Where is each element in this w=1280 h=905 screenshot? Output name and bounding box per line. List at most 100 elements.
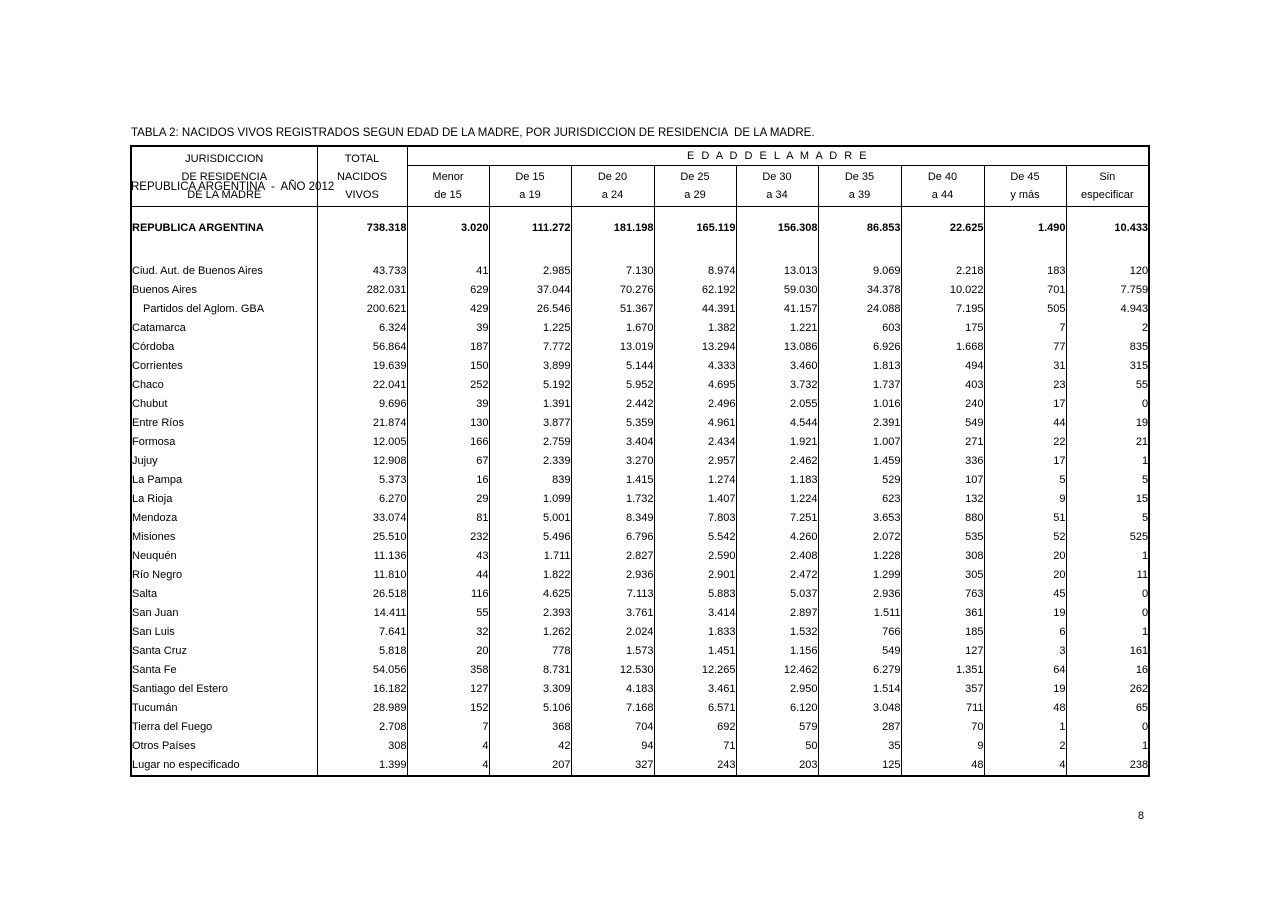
total-births-cell: 2.708 — [317, 718, 408, 737]
table-row: Tierra del Fuego 2.708 7 368 704 692 579 287 70 1… — [131, 718, 1149, 737]
age-value-cell: 5 — [1141, 512, 1149, 524]
age-value-cell: 59.030 — [736, 281, 819, 300]
age-value-cell: 7 — [984, 319, 1067, 338]
jurisdiction-cell: Buenos Aires — [131, 281, 318, 300]
age-value-cell: 12.530 — [571, 661, 655, 680]
table-row: Misiones 25.510 232 5.496 6.796 5.542 4.260 2.0… — [131, 528, 1149, 547]
age-value-cell: 2.339 — [489, 452, 572, 471]
age-value-cell: 26.546 — [489, 300, 572, 319]
births-by-mother-age-table: JURISDICCION DE RESIDENCIA DE LA MADRE T… — [130, 145, 1151, 777]
age-value-cell: 65 — [1135, 702, 1149, 714]
age-value-cell: 1.299 — [818, 566, 902, 585]
document-title: TABLA 2: NACIDOS VIVOS REGISTRADOS SEGUN… — [131, 127, 815, 139]
age-value-cell: 165.119 — [654, 206, 737, 262]
age-value-cell: 336 — [901, 452, 985, 471]
age-value-cell: 187 — [407, 338, 490, 357]
age-value-cell: 3.877 — [489, 414, 572, 433]
age-value-cell: 1.156 — [736, 642, 819, 661]
age-value-cell: 1 — [1141, 550, 1149, 562]
age-value-cell: 125 — [818, 756, 902, 776]
age-value-cell: 12.265 — [654, 661, 737, 680]
age-value-cell: 4.260 — [736, 528, 819, 547]
age-value-cell: 13.086 — [736, 338, 819, 357]
age-value-cell: 1.459 — [818, 452, 902, 471]
age-value-cell: 2.936 — [818, 585, 902, 604]
age-value-cell: 880 — [901, 509, 985, 528]
age-value-cell: 2.827 — [571, 547, 655, 566]
table-row: Partidos del Aglom. GBA 200.621 429 26.546 5… — [131, 300, 1149, 319]
age-value-cell: 1 — [1141, 455, 1149, 467]
age-value-cell: 5.496 — [489, 528, 572, 547]
age-value-cell: 3 — [984, 642, 1067, 661]
age-value-cell: 1.921 — [736, 433, 819, 452]
jurisdiction-cell: Neuquén — [131, 547, 318, 566]
age-value-cell: 203 — [736, 756, 819, 776]
age-value-cell: 4.183 — [571, 680, 655, 699]
age-value-cell: 623 — [818, 490, 902, 509]
age-value-cell: 3.653 — [818, 509, 902, 528]
age-value-cell: 1.737 — [818, 376, 902, 395]
age-value-cell: 5.883 — [654, 585, 737, 604]
total-births-cell: 26.518 — [317, 585, 408, 604]
age-column-header-6: De 40 a 44 — [901, 165, 985, 207]
total-births-cell: 7.641 — [317, 623, 408, 642]
age-value-cell: 50 — [736, 737, 819, 756]
table-row: La Rioja 6.270 29 1.099 1.732 1.407 1.224 623 13… — [131, 490, 1149, 509]
table-row: Neuquén 11.136 43 1.711 2.827 2.590 2.408 1.228… — [131, 547, 1149, 566]
age-value-cell: 15 — [1135, 493, 1149, 505]
age-value-cell: 494 — [901, 357, 985, 376]
table-row: Santa Fe 54.056 358 8.731 12.530 12.265 12.462… — [131, 661, 1149, 680]
age-value-cell: 763 — [901, 585, 985, 604]
jurisdiction-header-line: DE LA MADRE — [187, 188, 262, 201]
age-column-header-7: De 45 y más — [984, 165, 1067, 207]
age-column-header-line: y más — [1010, 189, 1040, 201]
age-value-cell: 2.985 — [489, 262, 572, 281]
age-value-cell: 1.514 — [818, 680, 902, 699]
jurisdiction-cell: La Pampa — [131, 471, 318, 490]
age-value-cell: 67 — [407, 452, 490, 471]
age-value-cell: 1.407 — [654, 490, 737, 509]
table-row: Salta 26.518 116 4.625 7.113 5.883 5.037 2.936 7… — [131, 585, 1149, 604]
age-value-cell: 127 — [407, 680, 490, 699]
age-value-cell: 32 — [407, 623, 490, 642]
jurisdiction-cell: Santiago del Estero — [131, 680, 318, 699]
jurisdiction-cell: Salta — [131, 585, 318, 604]
age-value-cell: 4.695 — [654, 376, 737, 395]
total-births-cell: 738.318 — [317, 206, 408, 262]
age-value-cell: 1.833 — [654, 623, 737, 642]
age-column-header-0: Menor de 15 — [407, 165, 490, 207]
age-column-header-line: De 20 — [597, 171, 628, 183]
age-value-cell: 7.803 — [654, 509, 737, 528]
age-value-cell: 252 — [407, 376, 490, 395]
age-value-cell: 13.019 — [571, 338, 655, 357]
age-value-cell: 20 — [984, 547, 1067, 566]
age-value-cell: 238 — [1129, 759, 1149, 771]
jurisdiction-cell: Catamarca — [131, 319, 318, 338]
table-row: San Luis 7.641 32 1.262 2.024 1.833 1.532 766 18… — [131, 623, 1149, 642]
jurisdiction-cell: Jujuy — [131, 452, 318, 471]
age-column-header-line: a 34 — [766, 189, 788, 201]
table-row: Catamarca 6.324 39 1.225 1.670 1.382 1.221 603 1… — [131, 319, 1149, 338]
age-value-cell: 2.218 — [901, 262, 985, 281]
age-value-cell: 7.113 — [571, 585, 655, 604]
age-value-cell: 3.414 — [654, 604, 737, 623]
age-value-cell: 5.001 — [489, 509, 572, 528]
age-value-cell: 71 — [654, 737, 737, 756]
total-births-cell: 22.041 — [317, 376, 408, 395]
age-value-cell: 51.367 — [571, 300, 655, 319]
age-value-cell: 9.069 — [818, 262, 902, 281]
jurisdiction-cell: REPUBLICA ARGENTINA — [131, 206, 318, 262]
age-value-cell: 116 — [407, 585, 490, 604]
total-births-cell: 11.810 — [317, 566, 408, 585]
age-column-header-2: De 20 a 24 — [571, 165, 655, 207]
age-value-cell: 8.974 — [654, 262, 737, 281]
age-value-cell: 6 — [984, 623, 1067, 642]
age-value-cell: 4.333 — [654, 357, 737, 376]
age-column-header-line: De 45 — [1010, 171, 1040, 183]
age-value-cell: 29 — [407, 490, 490, 509]
age-value-cell: 839 — [489, 471, 572, 490]
table-row: Corrientes 19.639 150 3.899 5.144 4.333 3.460 1… — [131, 357, 1149, 376]
age-value-cell: 21 — [1135, 436, 1149, 448]
age-value-cell: 711 — [901, 699, 985, 718]
